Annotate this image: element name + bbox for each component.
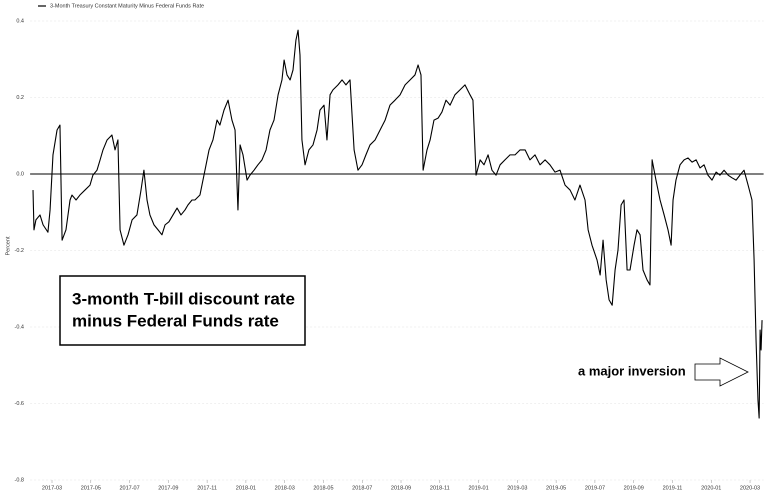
y-tick-label: -0.6 [15,401,24,407]
y-tick-label: -0.8 [15,477,24,483]
y-tick-label: -0.4 [15,324,24,330]
annotation-arrow [694,357,749,387]
x-tick-label: 2018-03 [275,485,295,491]
y-tick-label: 0.0 [16,171,24,177]
x-tick-label: 2020-03 [740,485,760,491]
x-tick-label: 2018-05 [313,485,333,491]
x-tick-label: 2018-11 [430,485,450,491]
x-tick-label: 2019-05 [546,485,566,491]
y-tick-label: 0.2 [16,95,24,101]
y-tick-label: 0.4 [16,18,24,24]
x-tick-label: 2019-01 [468,485,488,491]
annotation-arrow-text: a major inversion [578,363,686,378]
annotation-line: minus Federal Funds rate [72,311,279,330]
x-tick-label: 2019-03 [507,485,527,491]
x-tick-label: 2018-01 [236,485,256,491]
x-tick-label: 2017-03 [42,485,62,491]
annotation-box [59,275,306,346]
x-tick-label: 2017-11 [197,485,217,491]
data-line [32,29,763,419]
legend-label: 3-Month Treasury Constant Maturity Minus… [50,3,204,9]
x-tick-label: 2018-09 [391,485,411,491]
x-tick-label: 2018-07 [352,485,372,491]
x-tick-label: 2020-01 [701,485,721,491]
y-tick-label: -0.2 [15,248,24,254]
x-tick-label: 2019-07 [585,485,605,491]
x-tick-label: 2019-09 [624,485,644,491]
x-tick-label: 2017-07 [119,485,139,491]
x-tick-label: 2019-11 [663,485,683,491]
x-tick-label: 2017-05 [81,485,101,491]
x-tick-label: 2017-09 [158,485,178,491]
annotation-line: 3-month T-bill discount rate [72,289,295,308]
y-axis-label: Percent [5,236,11,255]
